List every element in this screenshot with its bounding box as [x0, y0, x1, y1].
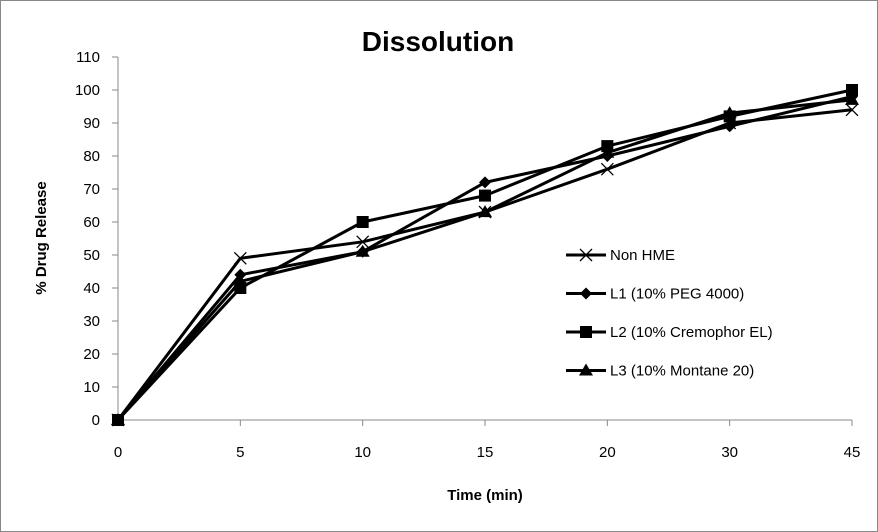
x-axis-title: Time (min) [447, 487, 523, 504]
x-tick-label: 30 [721, 444, 738, 461]
data-point [479, 189, 491, 202]
x-tick-label: 45 [844, 444, 861, 461]
legend-item: Non HME [566, 247, 675, 264]
legend-marker [580, 287, 592, 300]
legend-label: Non HME [610, 247, 675, 264]
legend-item: L2 (10% Cremophor EL) [566, 324, 773, 341]
data-point [478, 205, 492, 218]
legend: Non HME L1 (10% PEG 4000) L2 (10% Cremopho… [566, 247, 773, 380]
y-tick-label: 110 [76, 49, 100, 66]
y-tick-label: 70 [83, 181, 100, 198]
series-layer [111, 84, 859, 427]
y-axis-title: % Drug Release [33, 181, 50, 294]
legend-item: L3 (10% Montane 20) [566, 363, 754, 380]
y-axis-title-group: % Drug Release [33, 181, 50, 294]
data-point [723, 120, 736, 133]
y-tick-label: 90 [83, 115, 100, 132]
data-point [233, 251, 247, 265]
data-point [845, 92, 859, 105]
legend-label: L2 (10% Cremophor EL) [610, 324, 773, 341]
y-tick-label: 30 [83, 313, 100, 330]
data-point [355, 244, 370, 257]
legend-label: L1 (10% PEG 4000) [610, 286, 744, 303]
legend-label: L3 (10% Montane 20) [610, 363, 754, 380]
x-tick-label: 0 [114, 444, 122, 461]
data-point [600, 162, 614, 176]
data-point [846, 84, 858, 96]
legend-item: L1 (10% PEG 4000) [566, 286, 744, 303]
data-point [233, 274, 248, 287]
y-tick-label: 40 [83, 280, 100, 297]
data-point [479, 176, 491, 189]
y-tick-label: 100 [75, 82, 100, 99]
x-tick-label: 15 [477, 444, 494, 461]
legend-marker [579, 248, 593, 262]
data-point [356, 216, 369, 228]
legend-marker [579, 363, 593, 376]
y-tick-label: 10 [83, 379, 100, 396]
data-point [845, 103, 859, 117]
y-tick-label: 20 [83, 346, 100, 363]
y-tick-label: 60 [83, 214, 100, 231]
data-point [356, 235, 370, 249]
axes: 0 10 20 30 40 50 60 70 80 90 100 110 0 5 10 15 20 30 45 [75, 49, 860, 461]
data-point [111, 413, 125, 425]
x-tick-label: 20 [599, 444, 616, 461]
y-tick-label: 80 [83, 148, 100, 165]
series-triangle [111, 92, 859, 425]
chart-title: Dissolution [362, 26, 514, 57]
x-tick-label: 10 [354, 444, 371, 461]
y-tick-label: 0 [92, 412, 100, 429]
y-tick-label: 50 [83, 247, 100, 264]
data-point [600, 145, 615, 158]
legend-marker [580, 326, 592, 338]
data-point [722, 106, 737, 119]
x-tick-label: 5 [236, 444, 244, 461]
